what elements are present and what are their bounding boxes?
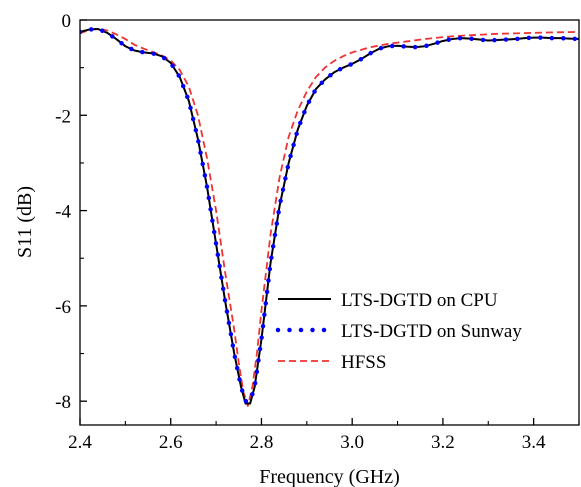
- y-axis-label: S11 (dB): [14, 186, 36, 258]
- y-tick-label: 0: [62, 11, 72, 32]
- series-line-sunway: [80, 26, 579, 404]
- legend: LTS-DGTD on CPU LTS-DGTD on Sunway HFSS: [275, 290, 522, 373]
- legend-label-sunway: LTS-DGTD on Sunway: [341, 321, 522, 342]
- x-axis-label: Frequency (GHz): [259, 466, 400, 487]
- legend-label-hfss: HFSS: [341, 352, 386, 373]
- x-axis: 2.4 2.6 2.8 3.0 3.2 3.4: [68, 418, 580, 453]
- x-tick-label: 2.8: [250, 432, 274, 453]
- x-tick-label: 2.6: [159, 432, 183, 453]
- y-axis: 0 -2 -4 -6 -8: [55, 11, 87, 413]
- series-layer: [80, 26, 579, 407]
- plot-frame: [79, 19, 580, 426]
- series-line-cpu: [80, 28, 579, 405]
- y-tick-label: -6: [55, 297, 71, 318]
- legend-label-cpu: LTS-DGTD on CPU: [341, 290, 498, 311]
- x-tick-label: 2.4: [68, 432, 92, 453]
- x-tick-label: 3.0: [340, 432, 364, 453]
- series-line-hfss: [80, 27, 579, 407]
- y-tick-label: -2: [55, 106, 71, 127]
- y-tick-label: -4: [55, 202, 71, 223]
- x-tick-label: 3.4: [522, 432, 546, 453]
- x-tick-label: 3.2: [431, 432, 455, 453]
- y-tick-label: -8: [55, 392, 71, 413]
